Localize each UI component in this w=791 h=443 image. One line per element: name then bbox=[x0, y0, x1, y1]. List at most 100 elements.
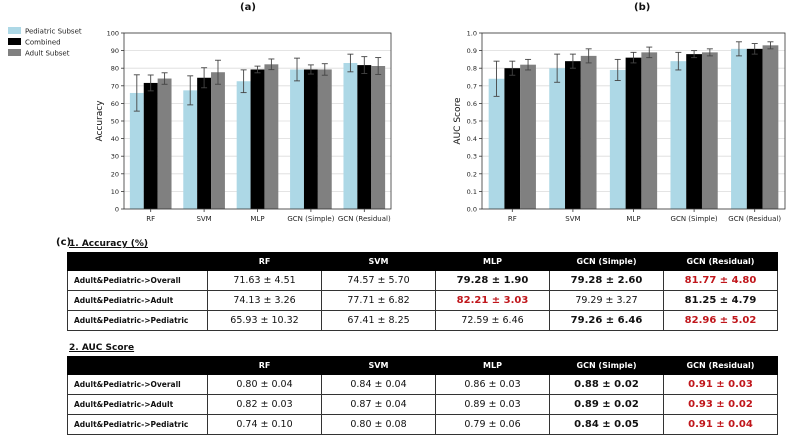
accuracy-table: RF SVM MLP GCN (Simple) GCN (Residual) Adult… bbox=[67, 252, 778, 331]
bar-combined bbox=[625, 57, 642, 209]
y-tick-label: 90 bbox=[111, 47, 119, 55]
table-cell: 0.93 ± 0.02 bbox=[663, 394, 778, 415]
table-cell: 0.80 ± 0.04 bbox=[207, 374, 322, 395]
x-tick-label: SVM bbox=[196, 215, 211, 223]
bar-adult-subset bbox=[520, 64, 536, 210]
x-tick-label: RF bbox=[146, 215, 155, 223]
bar-combined bbox=[686, 54, 702, 210]
table-cell: 81.25 ± 4.79 bbox=[663, 290, 778, 311]
header-cell: GCN (Residual) bbox=[663, 356, 778, 375]
table-cell: 0.86 ± 0.03 bbox=[435, 374, 550, 395]
y-tick-label: 0.1 bbox=[467, 188, 477, 196]
table-cell: 0.88 ± 0.02 bbox=[549, 374, 664, 395]
table-cell: 0.91 ± 0.03 bbox=[663, 374, 778, 395]
x-tick-label: GCN (Simple) bbox=[287, 215, 334, 223]
header-cell: SVM bbox=[321, 252, 436, 271]
table-cell: 0.89 ± 0.03 bbox=[435, 394, 550, 415]
legend-label: Pediatric Subset bbox=[25, 28, 82, 36]
bar-adult-subset bbox=[211, 72, 225, 209]
y-tick-label: 100 bbox=[107, 30, 119, 38]
header-cell: MLP bbox=[435, 252, 550, 271]
header-cell: SVM bbox=[321, 356, 436, 375]
table-cell: 0.89 ± 0.02 bbox=[549, 394, 664, 415]
table-cell: 77.71 ± 6.82 bbox=[321, 290, 436, 311]
table-cell: 0.84 ± 0.05 bbox=[549, 414, 664, 435]
table-header-row: RF SVM MLP GCN (Simple) GCN (Residual) bbox=[67, 356, 778, 375]
table-row: Adult&Pediatric->Overall 71.63 ± 4.51 74.5… bbox=[67, 270, 778, 291]
table-cell: 82.21 ± 3.03 bbox=[435, 290, 550, 311]
table-cell: 0.79 ± 0.06 bbox=[435, 414, 550, 435]
row-label: Adult&Pediatric->Overall bbox=[67, 374, 208, 395]
table-cell: 79.28 ± 1.90 bbox=[435, 270, 550, 291]
header-blank bbox=[67, 356, 208, 375]
legend-label: Adult Subset bbox=[25, 50, 70, 58]
table-row: Adult&Pediatric->Pediatric 0.74 ± 0.10 0.8… bbox=[67, 414, 778, 435]
x-tick-label: GCN (Simple) bbox=[671, 215, 718, 223]
table-row: Adult&Pediatric->Overall 0.80 ± 0.04 0.84 … bbox=[67, 374, 778, 395]
table-row: Adult&Pediatric->Adult 0.82 ± 0.03 0.87 ± … bbox=[67, 394, 778, 415]
y-tick-label: 50 bbox=[111, 118, 119, 126]
table-cell: 72.59 ± 6.46 bbox=[435, 310, 550, 331]
bar-pediatric-subset bbox=[183, 90, 198, 209]
table-cell: 0.87 ± 0.04 bbox=[321, 394, 436, 415]
table-cell: 71.63 ± 4.51 bbox=[207, 270, 322, 291]
y-tick-label: 0 bbox=[115, 206, 119, 214]
auc-table-title: 2. AUC Score bbox=[69, 343, 135, 353]
legend-label: Combined bbox=[25, 39, 61, 47]
table-cell: 0.84 ± 0.04 bbox=[321, 374, 436, 395]
legend-swatch bbox=[8, 38, 21, 45]
bar-adult-subset bbox=[762, 45, 779, 209]
y-tick-label: 0.3 bbox=[467, 153, 477, 161]
header-cell: GCN (Residual) bbox=[663, 252, 778, 271]
bar-combined bbox=[197, 77, 212, 209]
table-cell: 0.80 ± 0.08 bbox=[321, 414, 436, 435]
y-tick-label: 0.7 bbox=[467, 82, 477, 90]
header-blank bbox=[67, 252, 208, 271]
legend: Pediatric Subset Combined Adult Subset bbox=[8, 27, 82, 58]
bar-adult-subset bbox=[317, 69, 332, 209]
y-tick-label: 0.6 bbox=[467, 100, 477, 108]
row-label: Adult&Pediatric->Pediatric bbox=[67, 310, 208, 331]
row-label: Adult&Pediatric->Pediatric bbox=[67, 414, 208, 435]
table-cell: 79.26 ± 6.46 bbox=[549, 310, 664, 331]
table-cell: 67.41 ± 8.25 bbox=[321, 310, 436, 331]
legend-swatch bbox=[8, 27, 21, 34]
plot-frame bbox=[481, 32, 786, 210]
table-cell: 0.74 ± 0.10 bbox=[207, 414, 322, 435]
row-label: Adult&Pediatric->Adult bbox=[67, 290, 208, 311]
y-tick-label: 20 bbox=[111, 170, 119, 178]
y-tick-label: 0.8 bbox=[467, 65, 477, 73]
y-tick-label: 60 bbox=[111, 100, 119, 108]
x-tick-label: SVM bbox=[565, 215, 580, 223]
y-tick-label: 0.4 bbox=[467, 135, 477, 143]
y-tick-label: 0.5 bbox=[467, 118, 477, 126]
y-tick-label: 1.0 bbox=[467, 30, 477, 38]
bar-pediatric-subset bbox=[236, 81, 251, 209]
header-cell: RF bbox=[207, 356, 322, 375]
bar-adult-subset bbox=[371, 66, 386, 209]
bar-adult-subset bbox=[641, 52, 658, 209]
accuracy-table-title: 1. Accuracy (%) bbox=[69, 239, 148, 249]
bar-pediatric-subset bbox=[129, 92, 144, 209]
y-tick-label: 0.2 bbox=[467, 170, 477, 178]
header-cell: RF bbox=[207, 252, 322, 271]
x-tick-label: GCN (Residual) bbox=[338, 215, 391, 223]
y-axis-label: AUC Score bbox=[453, 97, 463, 145]
y-tick-label: 30 bbox=[111, 153, 119, 161]
table-row: Adult&Pediatric->Adult 74.13 ± 3.26 77.71 … bbox=[67, 290, 778, 311]
table-cell: 0.91 ± 0.04 bbox=[663, 414, 778, 435]
bar-pediatric-subset bbox=[488, 78, 505, 209]
auc-table: RF SVM MLP GCN (Simple) GCN (Residual) Adult… bbox=[67, 356, 778, 435]
bar-combined bbox=[565, 61, 581, 209]
bar-combined bbox=[504, 68, 521, 209]
y-tick-label: 40 bbox=[111, 135, 119, 143]
bar-adult-subset bbox=[580, 55, 597, 209]
x-tick-label: MLP bbox=[250, 215, 264, 223]
table-cell: 81.77 ± 4.80 bbox=[663, 270, 778, 291]
bar-adult-subset bbox=[701, 52, 718, 209]
y-tick-label: 70 bbox=[111, 82, 119, 90]
bar-pediatric-subset bbox=[290, 69, 304, 209]
table-row: Adult&Pediatric->Pediatric 65.93 ± 10.32 6… bbox=[67, 310, 778, 331]
bar-adult-subset bbox=[157, 78, 172, 210]
y-tick-label: 10 bbox=[111, 188, 119, 196]
